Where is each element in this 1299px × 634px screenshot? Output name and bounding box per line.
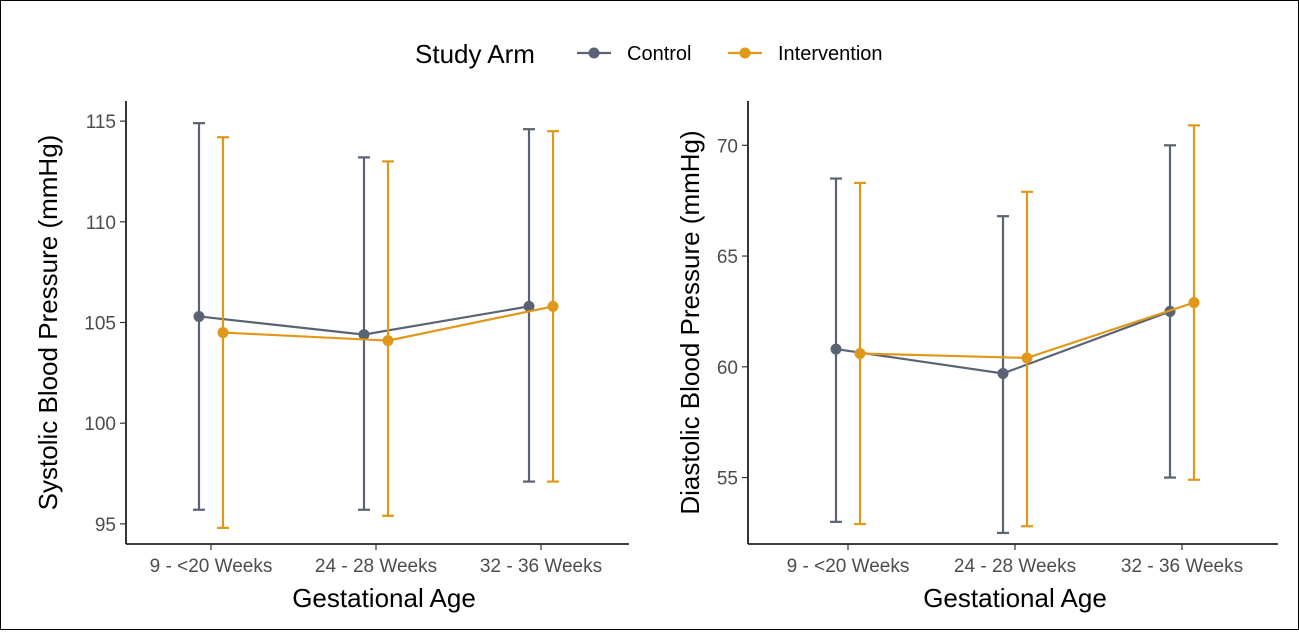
intervention-point xyxy=(547,300,559,312)
y-tick-label: 55 xyxy=(717,469,738,490)
diastolic-panel: 55 60 65 70 9 - <20 Weeks 24 - 28 Weeks 32 - 3… xyxy=(675,101,1278,613)
y-tick-label: 95 xyxy=(95,515,116,536)
y-tick-label: 105 xyxy=(84,314,116,335)
x-tick-label: 32 - 36 Weeks xyxy=(480,556,602,577)
x-tick-label: 32 - 36 Weeks xyxy=(1121,556,1243,577)
control-point xyxy=(523,300,535,312)
control-point xyxy=(997,367,1009,379)
intervention-point xyxy=(217,327,229,339)
x-axis-title: Gestational Age xyxy=(292,583,476,613)
y-tick-label: 60 xyxy=(717,358,738,379)
y-tick-label: 70 xyxy=(717,136,738,157)
legend-item-intervention: Intervention xyxy=(728,43,883,65)
control-point xyxy=(358,329,370,341)
y-tick-label: 110 xyxy=(86,213,116,234)
legend-title: Study Arm xyxy=(415,39,535,69)
control-point xyxy=(193,310,205,322)
y-tick-label: 115 xyxy=(86,112,116,133)
legend-item-control: Control xyxy=(577,43,691,65)
x-tick-label: 24 - 28 Weeks xyxy=(954,556,1076,577)
y-tick-label: 65 xyxy=(717,247,738,268)
intervention-point xyxy=(1188,297,1200,309)
legend-label-intervention: Intervention xyxy=(778,43,883,65)
legend-label-control: Control xyxy=(627,43,691,65)
x-tick-label: 24 - 28 Weeks xyxy=(315,556,437,577)
y-axis-title: Diastolic Blood Pressure (mmHg) xyxy=(675,130,705,514)
x-tick-label: 9 - <20 Weeks xyxy=(150,556,273,577)
intervention-point xyxy=(854,348,866,360)
legend-marker-control xyxy=(588,47,600,59)
y-axis-title: Systolic Blood Pressure (mmHg) xyxy=(33,135,63,511)
systolic-panel: 95 100 105 110 115 9 - <20 Weeks 24 - 28 Weeks… xyxy=(33,101,629,613)
legend-marker-intervention xyxy=(739,47,751,59)
intervention-point xyxy=(382,335,394,347)
y-tick-label: 100 xyxy=(84,414,116,435)
x-axis-title: Gestational Age xyxy=(923,583,1107,613)
legend: Study Arm Control Intervention xyxy=(415,39,883,69)
intervention-point xyxy=(1021,352,1033,364)
control-point xyxy=(830,343,842,355)
x-tick-label: 9 - <20 Weeks xyxy=(787,556,910,577)
